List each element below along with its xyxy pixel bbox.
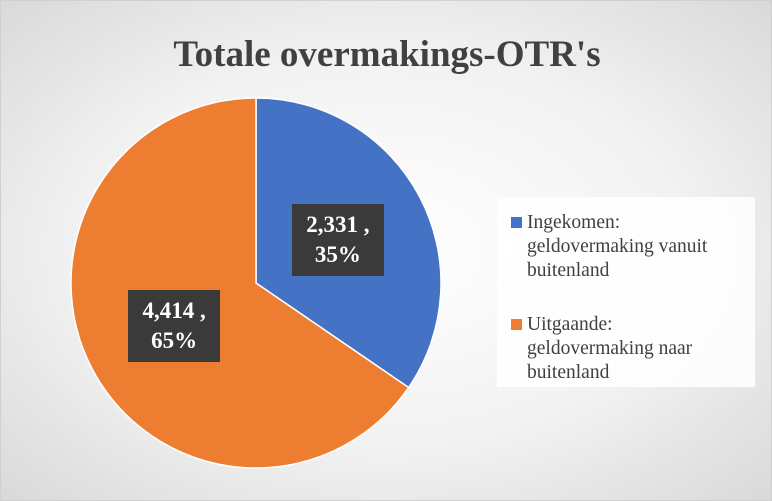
legend-label: Uitgaande: geldovermaking naar buitenlan…	[527, 314, 693, 383]
legend-item: Uitgaande: geldovermaking naar buitenlan…	[511, 313, 731, 385]
legend-swatch	[511, 319, 522, 330]
legend-swatch	[511, 217, 522, 228]
data-label: 4,414 , 65%	[128, 290, 221, 363]
pie-slice	[70, 97, 410, 469]
chart-title: Totale overmakings-OTR's	[173, 34, 601, 75]
data-label: 2,331 , 35%	[291, 203, 384, 276]
legend-label: Ingekomen: geldovermaking vanuit buitenl…	[527, 212, 708, 281]
legend-item: Ingekomen: geldovermaking vanuit buitenl…	[511, 211, 731, 283]
legend: Ingekomen: geldovermaking vanuit buitenl…	[497, 197, 755, 387]
